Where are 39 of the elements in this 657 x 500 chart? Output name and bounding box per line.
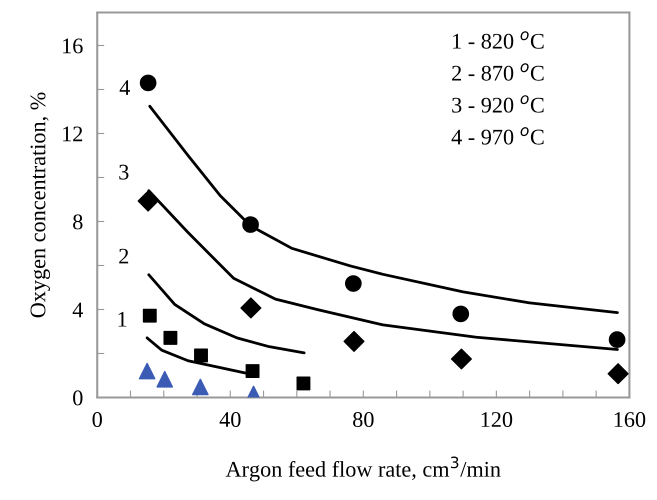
point: [608, 331, 626, 348]
point: [138, 190, 159, 212]
point: [608, 363, 629, 384]
point: [138, 362, 156, 380]
point: [192, 378, 209, 396]
x-tick-label: 0: [92, 412, 102, 428]
y-tick-label: 8: [73, 214, 82, 230]
annotation: 3: [119, 164, 128, 180]
point: [452, 306, 470, 322]
annotation: 1 - 820 $^{o}$C: [453, 31, 544, 49]
point: [142, 308, 157, 323]
x-tick-label: 160: [614, 412, 646, 428]
annotation: 2 - 870 $^{o}$C: [452, 63, 544, 81]
point: [450, 348, 472, 370]
annotation: 3 - 920 $^{o}$C: [452, 95, 544, 113]
point: [140, 74, 156, 92]
point: [343, 330, 365, 352]
point: [194, 348, 208, 362]
point: [345, 275, 362, 292]
x-tick-label: 80: [353, 412, 374, 428]
point: [240, 297, 262, 318]
point: [246, 364, 260, 378]
y-axis-title: Oxygen concentration, %: [30, 92, 50, 318]
y-tick-label: 12: [63, 126, 82, 142]
x-tick-label: 120: [482, 412, 512, 428]
annotation: 1: [118, 312, 126, 327]
annotation: 2: [119, 248, 128, 264]
point: [156, 370, 174, 388]
x-tick-label: 40: [220, 412, 241, 428]
x-axis-title: Argon feed flow rate, cm$^{3}$/min: [226, 456, 501, 482]
y-tick-label: 0: [73, 390, 82, 406]
point: [163, 330, 178, 345]
point: [242, 216, 259, 233]
point: [296, 376, 310, 390]
annotation: 4 - 970 $^{o}$C: [452, 127, 544, 145]
annotation: 4: [120, 80, 130, 95]
y-tick-label: 4: [72, 302, 83, 318]
y-tick-label: 16: [63, 38, 83, 54]
line-series: [147, 273, 306, 354]
